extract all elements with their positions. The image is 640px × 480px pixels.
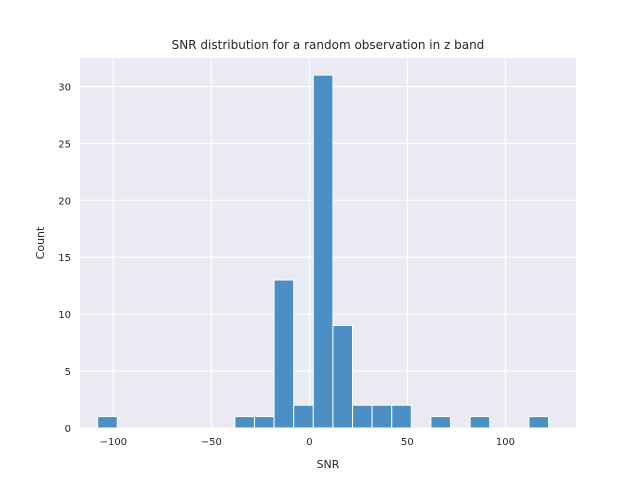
histogram-bar — [273, 279, 295, 429]
histogram-bar — [312, 74, 334, 429]
histogram-bars — [97, 74, 550, 429]
histogram-bar — [528, 416, 550, 429]
histogram-bar — [234, 416, 255, 429]
y-tick-label: 0 — [65, 424, 71, 435]
y-tick-label: 30 — [58, 82, 71, 93]
y-axis-ticks: 0 5 10 15 20 25 30 — [58, 82, 71, 435]
histogram-bar — [253, 416, 275, 429]
x-axis-label: SNR — [317, 458, 340, 471]
y-tick-label: 5 — [65, 367, 71, 378]
y-tick-label: 15 — [58, 253, 71, 264]
histogram-bar — [352, 404, 373, 429]
chart-title: SNR distribution for a random observatio… — [172, 38, 485, 52]
x-tick-label: 100 — [496, 437, 515, 448]
x-axis-ticks: −100 −50 0 50 100 — [100, 437, 515, 448]
y-tick-label: 25 — [58, 139, 71, 150]
y-axis-label: Count — [34, 226, 47, 259]
x-tick-label: −100 — [100, 437, 127, 448]
y-tick-label: 20 — [58, 196, 71, 207]
histogram-bar — [332, 325, 354, 429]
histogram-bar — [391, 404, 412, 429]
y-tick-label: 10 — [58, 310, 71, 321]
histogram-bar — [293, 404, 314, 429]
x-tick-label: 0 — [306, 437, 312, 448]
histogram-bar — [469, 416, 491, 429]
x-tick-label: 50 — [401, 437, 414, 448]
x-tick-label: −50 — [201, 437, 222, 448]
histogram-bar — [371, 404, 393, 429]
histogram-bar — [97, 416, 118, 429]
histogram-bar — [430, 416, 452, 429]
